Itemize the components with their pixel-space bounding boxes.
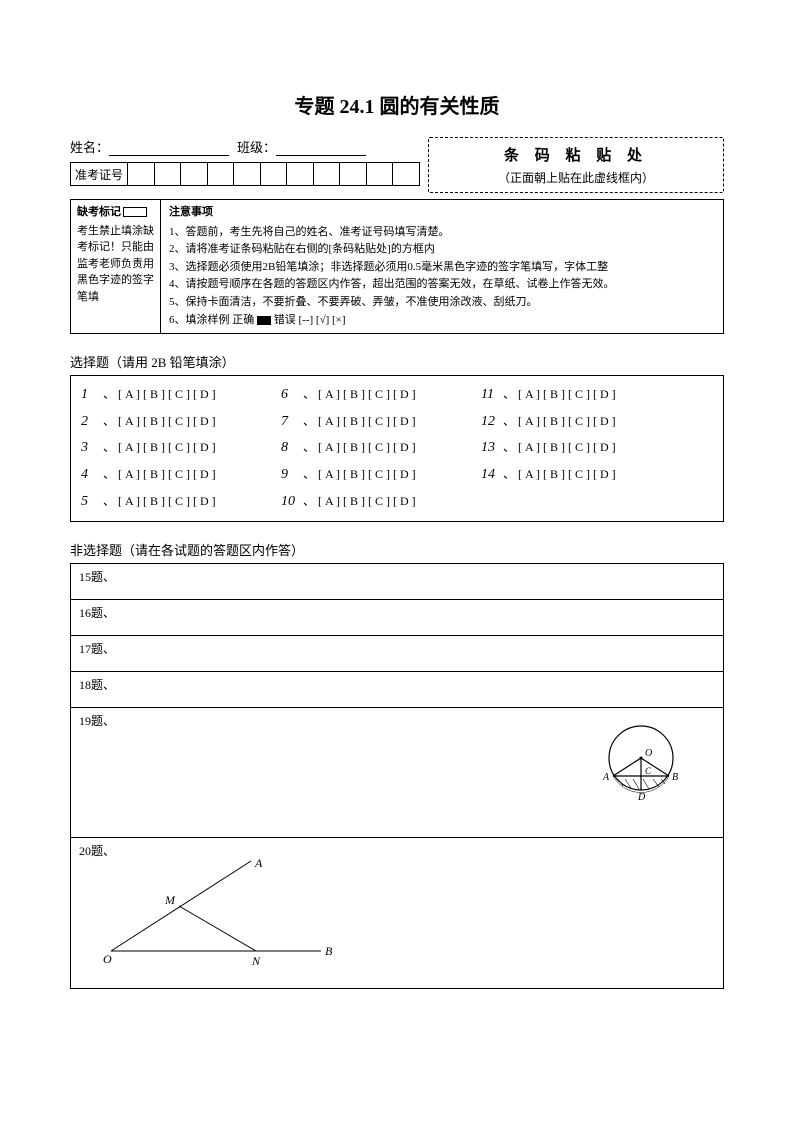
mc-heading: 选择题（请用 2B 铅笔填涂） <box>70 352 724 371</box>
name-label: 姓名： <box>70 137 109 156</box>
mc-number: 2 <box>81 409 103 436</box>
mc-number: 8 <box>281 435 303 462</box>
name-class-row: 姓名： 班级： <box>70 137 420 156</box>
mc-col: 11、 [ A ] [ B ] [ C ] [ D ]12、 [ A ] [ B… <box>481 382 681 515</box>
svg-text:C: C <box>645 766 652 776</box>
free-row-label: 17题、 <box>79 642 115 656</box>
mc-row[interactable]: 10、 [ A ] [ B ] [ C ] [ D ] <box>281 489 481 516</box>
free-box: 15题、16题、17题、18题、19题、 O C A B D 20题、 O A <box>70 563 724 989</box>
mc-row[interactable]: 6、 [ A ] [ B ] [ C ] [ D ] <box>281 382 481 409</box>
notice-left-body: 考生禁止填涂缺考标记！只能由监考老师负责用黑色字迹的签字笔填 <box>77 223 154 306</box>
notice-item: 5、保持卡面清洁，不要折叠、不要弄破、弄皱，不准使用涂改液、刮纸刀。 <box>169 294 715 312</box>
mc-row[interactable]: 2、 [ A ] [ B ] [ C ] [ D ] <box>81 409 281 436</box>
class-label: 班级： <box>237 137 276 156</box>
mc-row[interactable]: 14、 [ A ] [ B ] [ C ] [ D ] <box>481 462 681 489</box>
free-answer-row[interactable]: 20题、 O A B M N <box>71 838 723 988</box>
ticket-cell[interactable] <box>128 163 155 185</box>
svg-text:A: A <box>602 772 610 783</box>
notice-right: 注意事项 1、答题前，考生先将自己的姓名、准考证号码填写清楚。2、请将准考证条码… <box>161 200 723 333</box>
ticket-cell[interactable] <box>181 163 208 185</box>
barcode-sub: （正面朝上贴在此虚线框内） <box>433 169 719 186</box>
mc-row[interactable]: 7、 [ A ] [ B ] [ C ] [ D ] <box>281 409 481 436</box>
mc-number: 7 <box>281 409 303 436</box>
barcode-title: 条 码 粘 贴 处 <box>433 144 719 165</box>
free-heading: 非选择题（请在各试题的答题区内作答） <box>70 540 724 559</box>
svg-text:B: B <box>325 944 333 958</box>
mc-row[interactable]: 11、 [ A ] [ B ] [ C ] [ D ] <box>481 382 681 409</box>
svg-text:D: D <box>637 792 646 803</box>
free-answer-row[interactable]: 19题、 O C A B D <box>71 708 723 838</box>
mc-number: 11 <box>481 382 503 409</box>
figure-angle: O A B M N <box>101 856 341 970</box>
ticket-cells[interactable] <box>128 163 419 185</box>
ticket-cell[interactable] <box>287 163 314 185</box>
mc-row[interactable]: 9、 [ A ] [ B ] [ C ] [ D ] <box>281 462 481 489</box>
ticket-cell[interactable] <box>367 163 394 185</box>
mc-number: 13 <box>481 435 503 462</box>
barcode-box: 条 码 粘 贴 处 （正面朝上贴在此虚线框内） <box>428 137 724 193</box>
mc-row[interactable]: 4、 [ A ] [ B ] [ C ] [ D ] <box>81 462 281 489</box>
ticket-cell[interactable] <box>155 163 182 185</box>
fill-sample-icon <box>257 316 271 325</box>
mc-number: 4 <box>81 462 103 489</box>
notice-item: 1、答题前，考生先将自己的姓名、准考证号码填写清楚。 <box>169 224 715 242</box>
header-row: 姓名： 班级： 准考证号 条 码 粘 贴 处 （正面朝上贴在此虚线框内） <box>70 137 724 193</box>
mc-number: 10 <box>281 489 303 516</box>
ticket-cell[interactable] <box>234 163 261 185</box>
ticket-cell[interactable] <box>208 163 235 185</box>
mc-row[interactable]: 3、 [ A ] [ B ] [ C ] [ D ] <box>81 435 281 462</box>
mc-col: 1、 [ A ] [ B ] [ C ] [ D ]2、 [ A ] [ B ]… <box>81 382 281 515</box>
name-field[interactable] <box>109 140 229 156</box>
ticket-cell[interactable] <box>261 163 288 185</box>
free-answer-row[interactable]: 18题、 <box>71 672 723 708</box>
mc-number: 14 <box>481 462 503 489</box>
figure-circle: O C A B D <box>593 718 693 812</box>
class-field[interactable] <box>276 140 366 156</box>
notice-item: 3、选择题必须使用2B铅笔填涂；非选择题必须用0.5毫米黑色字迹的签字笔填写，字… <box>169 259 715 277</box>
mc-number: 5 <box>81 489 103 516</box>
mc-box: 1、 [ A ] [ B ] [ C ] [ D ]2、 [ A ] [ B ]… <box>70 375 724 522</box>
notice-left: 缺考标记 考生禁止填涂缺考标记！只能由监考老师负责用黑色字迹的签字笔填 <box>71 200 161 333</box>
ticket-cell[interactable] <box>340 163 367 185</box>
mc-row[interactable]: 13、 [ A ] [ B ] [ C ] [ D ] <box>481 435 681 462</box>
svg-text:O: O <box>103 952 112 966</box>
notice-item: 4、请按题号顺序在各题的答题区内作答，超出范围的答案无效，在草纸、试卷上作答无效… <box>169 276 715 294</box>
svg-text:M: M <box>164 893 176 907</box>
mc-number: 6 <box>281 382 303 409</box>
notice-right-heading: 注意事项 <box>169 204 715 222</box>
mc-number: 3 <box>81 435 103 462</box>
free-row-label: 16题、 <box>79 606 115 620</box>
mc-number: 1 <box>81 382 103 409</box>
mc-number: 9 <box>281 462 303 489</box>
svg-text:B: B <box>672 772 678 783</box>
mc-row[interactable]: 12、 [ A ] [ B ] [ C ] [ D ] <box>481 409 681 436</box>
absent-mark-box <box>123 207 147 217</box>
svg-text:O: O <box>645 748 652 759</box>
ticket-row: 准考证号 <box>70 162 420 186</box>
ticket-cell[interactable] <box>393 163 419 185</box>
mc-row[interactable]: 1、 [ A ] [ B ] [ C ] [ D ] <box>81 382 281 409</box>
svg-text:N: N <box>251 954 261 966</box>
free-row-label: 15题、 <box>79 570 115 584</box>
mc-col: 6、 [ A ] [ B ] [ C ] [ D ]7、 [ A ] [ B ]… <box>281 382 481 515</box>
notice-item: 2、请将准考证条码粘贴在右侧的[条码粘贴处]的方框内 <box>169 241 715 259</box>
notice-box: 缺考标记 考生禁止填涂缺考标记！只能由监考老师负责用黑色字迹的签字笔填 注意事项… <box>70 199 724 334</box>
notice-left-heading: 缺考标记 <box>77 204 154 221</box>
svg-text:A: A <box>254 856 263 870</box>
mc-row[interactable]: 5、 [ A ] [ B ] [ C ] [ D ] <box>81 489 281 516</box>
ticket-label: 准考证号 <box>71 163 128 185</box>
page-title: 专题 24.1 圆的有关性质 <box>70 90 724 119</box>
mc-number: 12 <box>481 409 503 436</box>
ticket-cell[interactable] <box>314 163 341 185</box>
notice-item: 6、填涂样例 正确 错误 [--] [√] [×] <box>169 312 715 330</box>
free-answer-row[interactable]: 17题、 <box>71 636 723 672</box>
student-info: 姓名： 班级： 准考证号 <box>70 137 420 193</box>
free-answer-row[interactable]: 16题、 <box>71 600 723 636</box>
free-row-label: 19题、 <box>79 714 115 728</box>
free-row-label: 18题、 <box>79 678 115 692</box>
mc-row[interactable]: 8、 [ A ] [ B ] [ C ] [ D ] <box>281 435 481 462</box>
free-answer-row[interactable]: 15题、 <box>71 564 723 600</box>
